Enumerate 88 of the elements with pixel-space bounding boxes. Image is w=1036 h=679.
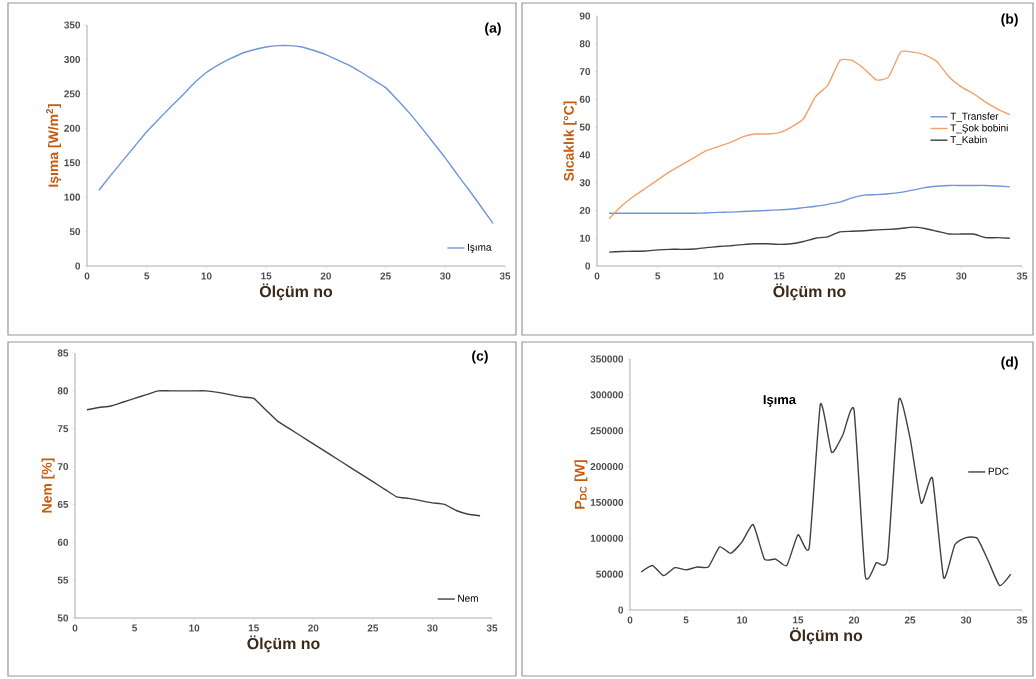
y-tick-label: 50 — [69, 228, 81, 236]
x-tick-label: 5 — [683, 616, 689, 624]
x-tick-label: 30 — [955, 272, 967, 280]
y-tick-label: 50 — [57, 614, 69, 622]
y-tick-label: 70 — [57, 463, 69, 471]
x-tick-label: 15 — [248, 624, 259, 632]
x-tick-label: 10 — [713, 272, 724, 280]
y-tick-label: 70 — [579, 68, 591, 76]
y-tick-label: 50000 — [596, 570, 624, 578]
line-series — [608, 184, 1011, 214]
x-tick-label: 15 — [774, 272, 785, 280]
x-tick-label: 20 — [320, 272, 331, 280]
x-tick-label: 10 — [189, 624, 200, 632]
y-tick-label: 55 — [57, 576, 69, 584]
x-tick-label: 10 — [737, 616, 748, 624]
y-tick-label: 20 — [579, 206, 591, 214]
y-tick-label: 250000 — [590, 427, 624, 435]
chart-title: (b) — [1001, 13, 1018, 27]
x-tick-label: 30 — [960, 616, 972, 624]
legend-label: T_Şok bobini — [950, 124, 1008, 134]
y-tick-label: 0 — [618, 606, 624, 614]
y-axis-title: Sıcaklık [°C] — [563, 101, 577, 181]
chart-title: (a) — [485, 22, 501, 36]
line-series — [98, 44, 494, 224]
y-tick-label: 60 — [579, 95, 591, 103]
x-tick-label: 30 — [427, 624, 438, 632]
annotation: Işıma — [763, 395, 797, 407]
y-tick-label: 200 — [64, 124, 81, 132]
y-axis-title: Nem [%] — [41, 458, 55, 513]
y-tick-label: 300 — [64, 55, 81, 63]
legend-label: T_Kabin — [950, 135, 987, 146]
x-tick-label: 25 — [367, 624, 379, 632]
line-series — [608, 226, 1011, 253]
y-tick-label: 250 — [64, 90, 81, 98]
y-tick-label: 90 — [579, 12, 591, 20]
x-tick-label: 20 — [834, 272, 845, 280]
x-tick-label: 0 — [627, 616, 633, 624]
x-tick-label: 35 — [1016, 616, 1028, 624]
y-tick-label: 85 — [57, 349, 69, 357]
legend-label: T_Transfer — [950, 112, 999, 122]
x-tick-label: 35 — [499, 272, 511, 280]
x-axis-title: Ölçüm no — [789, 627, 863, 645]
x-tick-label: 25 — [904, 616, 916, 624]
x-axis-title: Ölçüm no — [773, 283, 846, 301]
y-tick-label: 150000 — [590, 498, 624, 506]
y-tick-label: 10 — [580, 234, 591, 242]
y-tick-label: 200000 — [590, 463, 624, 471]
y-tick-label: 80 — [57, 387, 69, 395]
y-axis-title: Işıma [W/m$^{2}$] — [46, 104, 62, 187]
x-tick-label: 5 — [144, 272, 150, 280]
y-tick-label: 80 — [579, 40, 591, 48]
y-tick-label: 100 — [64, 193, 81, 201]
x-axis-title: Ölçüm no — [259, 283, 333, 301]
y-tick-label: 65 — [57, 500, 69, 508]
legend-label: Nem — [458, 594, 478, 602]
legend-label: PDC — [988, 467, 1009, 475]
x-tick-label: 0 — [84, 272, 90, 280]
y-tick-label: 0 — [75, 262, 81, 270]
y-tick-label: 75 — [57, 425, 69, 433]
y-tick-label: 300000 — [590, 391, 624, 399]
x-tick-label: 15 — [793, 616, 804, 624]
x-tick-label: 30 — [439, 272, 451, 280]
y-axis-title: P$_{DC}$ [W] — [574, 460, 588, 509]
y-tick-label: 40 — [579, 151, 591, 159]
y-tick-label: 60 — [57, 538, 69, 546]
line-series — [608, 50, 1011, 220]
x-tick-label: 10 — [201, 272, 212, 280]
chart-title: (c) — [472, 350, 488, 364]
x-axis-title: Ölçüm no — [247, 635, 320, 653]
x-tick-label: 25 — [380, 272, 391, 280]
legend-label: Işıma — [468, 243, 492, 253]
x-tick-label: 20 — [308, 624, 319, 632]
y-tick-label: 350000 — [590, 355, 624, 363]
x-tick-label: 20 — [848, 616, 860, 624]
line-series — [86, 390, 481, 517]
chart-title: (d) — [1001, 356, 1018, 370]
x-tick-label: 5 — [132, 624, 138, 632]
x-tick-label: 35 — [1016, 272, 1028, 280]
x-tick-label: 25 — [895, 272, 906, 280]
y-tick-label: 150 — [64, 159, 81, 167]
x-tick-label: 5 — [655, 272, 661, 280]
y-tick-label: 50 — [579, 123, 591, 131]
y-tick-label: 30 — [579, 179, 591, 187]
y-tick-label: 0 — [585, 262, 591, 270]
y-tick-label: 350 — [64, 21, 81, 29]
y-tick-label: 100000 — [590, 534, 624, 542]
x-tick-label: 35 — [486, 624, 498, 632]
x-tick-label: 15 — [261, 272, 272, 280]
